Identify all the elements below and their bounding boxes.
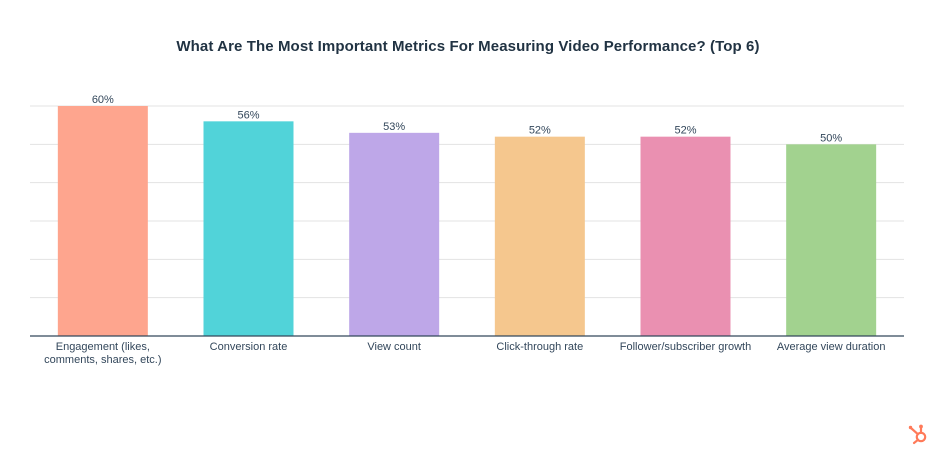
data-label: 52% <box>529 125 551 137</box>
data-label: 56% <box>237 109 259 121</box>
category-label-line: Average view duration <box>777 341 886 353</box>
category-label: Conversion rate <box>210 341 288 353</box>
gridlines <box>30 105 904 299</box>
category-label: Follower/subscriber growth <box>620 341 751 353</box>
bars <box>57 106 877 336</box>
bar <box>640 136 731 336</box>
bar <box>786 144 877 336</box>
category-label: Average view duration <box>777 341 886 353</box>
chart-title: What Are The Most Important Metrics For … <box>176 38 760 55</box>
data-label: 52% <box>674 125 696 137</box>
category-label-line: comments, shares, etc.) <box>44 354 161 366</box>
category-label-line: View count <box>367 341 421 353</box>
data-label: 50% <box>820 132 842 144</box>
category-label-line: Conversion rate <box>210 341 288 353</box>
category-label-line: Engagement (likes, <box>56 341 150 353</box>
hubspot-sprocket-icon <box>908 424 927 445</box>
bar <box>349 132 440 336</box>
category-label-line: Follower/subscriber growth <box>620 341 751 353</box>
data-labels: 60% 56% 53% 52% 52% 50% <box>92 94 843 144</box>
category-labels: Engagement (likes, comments, shares, etc.… <box>44 341 885 366</box>
bar <box>203 121 294 336</box>
data-label: 53% <box>383 121 405 133</box>
bar <box>494 136 585 336</box>
category-label: Engagement (likes, comments, shares, etc.… <box>44 341 161 366</box>
bar <box>57 106 148 336</box>
category-label: Click-through rate <box>496 341 583 353</box>
category-label-line: Click-through rate <box>496 341 583 353</box>
data-label: 60% <box>92 94 114 106</box>
category-label: View count <box>367 341 421 353</box>
